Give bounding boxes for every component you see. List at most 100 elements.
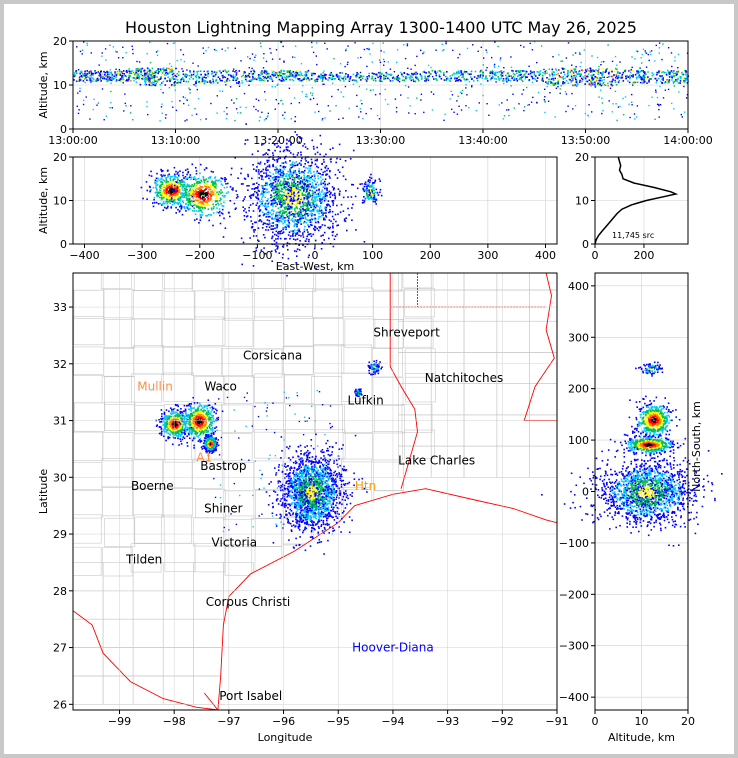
source-point [621,74,624,76]
source-point [521,75,523,78]
source-point [265,60,268,63]
source-point [189,189,191,192]
source-point [641,62,643,64]
source-point [602,72,604,74]
source-point [321,80,324,82]
source-point [677,53,680,55]
source-point [336,74,338,76]
source-point [248,80,251,82]
source-point [291,190,294,192]
source-point [313,175,316,177]
source-point [276,168,278,171]
source-point [547,83,549,85]
source-point [152,81,154,84]
source-point [457,79,459,82]
source-point [214,75,216,77]
source-point [498,104,500,106]
source-point [506,77,509,80]
source-point [600,77,602,79]
source-point [427,64,430,67]
source-point [388,78,391,81]
source-point [257,77,259,79]
source-point [286,200,289,202]
source-point [569,71,572,73]
source-point [189,208,191,210]
source-point [534,78,537,81]
source-point [175,187,178,190]
source-point [223,186,226,189]
source-point [84,70,86,73]
source-point [271,177,274,180]
source-point [625,75,627,78]
source-point [284,166,287,168]
source-point [511,69,513,72]
source-point [176,79,179,81]
source-point [222,76,224,79]
source-point [212,78,214,81]
source-point [219,79,222,82]
source-point [314,196,316,199]
source-point [86,79,88,81]
source-point [82,73,85,76]
source-point [460,70,462,72]
source-point [491,56,493,59]
source-point [177,171,179,174]
source-point [302,186,305,189]
source-point [190,76,193,78]
source-point [216,179,218,182]
source-point [289,163,292,166]
source-point [200,204,203,207]
source-point [201,203,203,205]
source-point [292,213,294,215]
source-point [290,189,292,191]
source-point [136,68,139,70]
source-point [292,171,295,174]
source-point [292,153,295,156]
source-point [330,158,332,160]
source-point [109,44,111,46]
source-point [640,77,643,79]
source-point [314,218,316,221]
source-point [150,82,152,84]
source-point [540,45,543,47]
source-point [287,193,289,196]
source-point [413,80,415,83]
source-point [181,195,184,198]
source-point [205,50,207,52]
source-point [90,73,93,75]
source-point [609,87,612,89]
source-point [285,226,287,228]
source-point [319,201,322,203]
source-point [275,234,278,236]
source-point [291,196,293,198]
source-point [272,74,274,77]
source-point [554,77,556,80]
source-point [636,116,638,118]
source-point [340,203,343,206]
source-point [292,233,294,236]
source-point [498,78,501,80]
source-point [207,192,210,195]
source-point [300,137,303,140]
source-point [335,220,337,223]
source-point [310,78,313,80]
source-point [94,70,96,73]
source-point [279,201,281,203]
source-point [106,76,109,78]
source-point [185,81,187,83]
source-point [288,211,291,213]
source-point [324,187,326,190]
source-point [283,180,285,183]
source-point [164,180,166,182]
source-point [255,235,258,237]
source-point [598,82,600,84]
source-point [334,213,337,216]
source-point [149,80,151,83]
source-point [398,81,401,83]
source-point [292,199,295,201]
source-point [430,91,433,93]
source-point [332,147,334,149]
source-point [288,175,291,178]
source-point [435,49,437,51]
source-point [311,175,313,177]
